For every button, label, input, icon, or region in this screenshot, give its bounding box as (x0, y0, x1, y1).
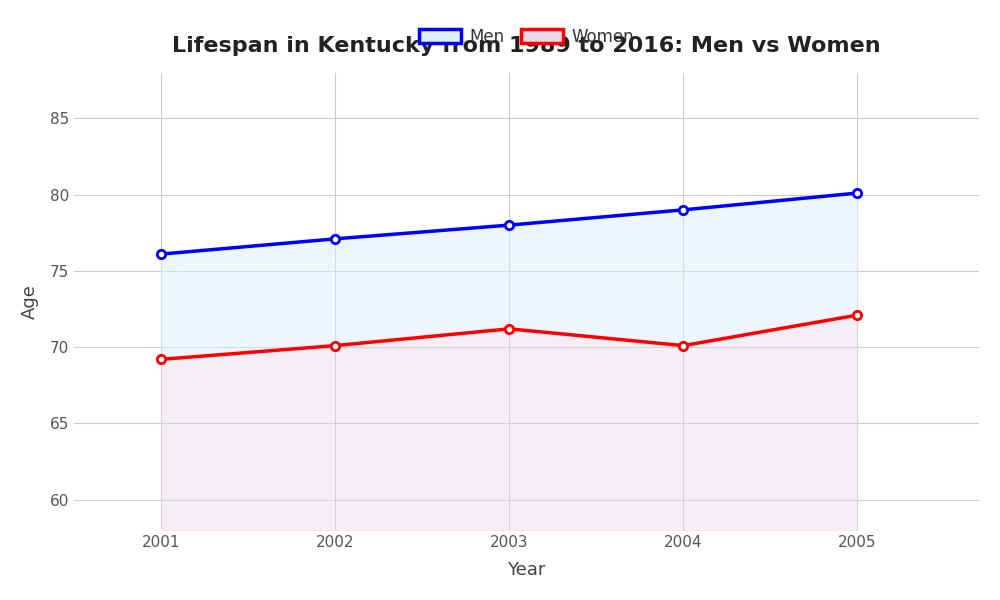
Y-axis label: Age: Age (21, 284, 39, 319)
Legend: Men, Women: Men, Women (413, 22, 641, 53)
X-axis label: Year: Year (507, 561, 546, 579)
Title: Lifespan in Kentucky from 1989 to 2016: Men vs Women: Lifespan in Kentucky from 1989 to 2016: … (172, 36, 881, 56)
